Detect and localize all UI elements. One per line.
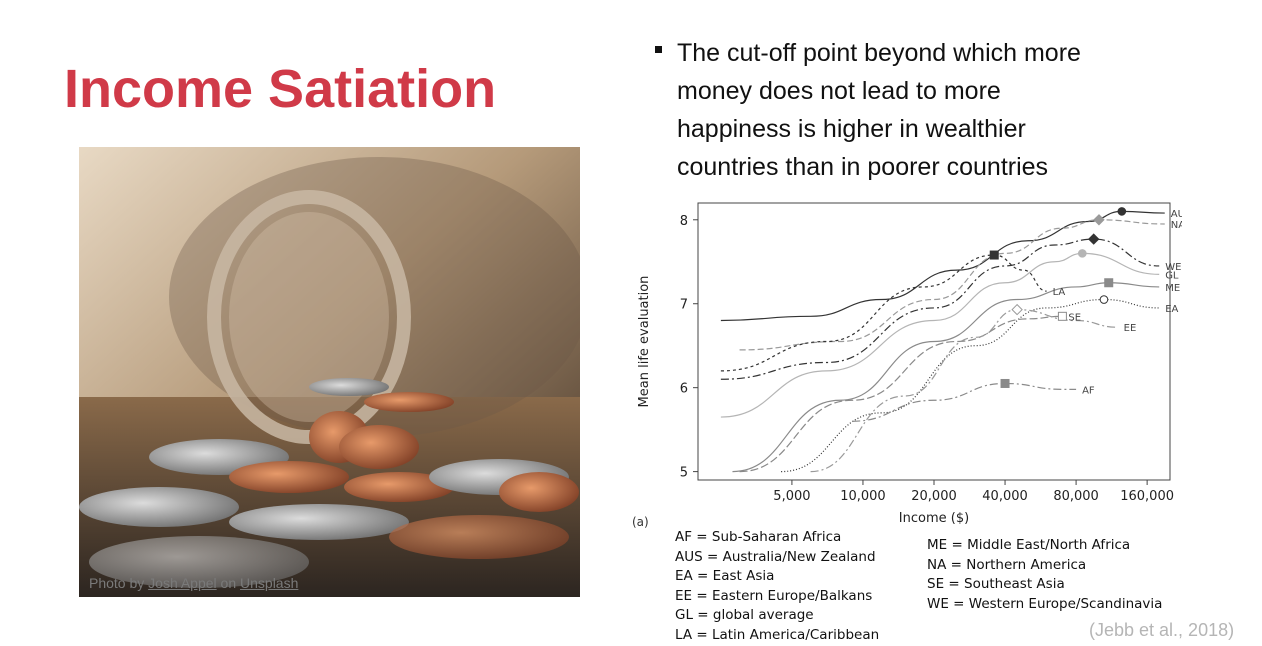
- x-tick-label: 80,000: [1053, 489, 1099, 504]
- legend-right: ME = Middle East/North Africa NA = North…: [927, 536, 1162, 614]
- y-axis-label: Mean life evaluation: [637, 276, 652, 408]
- series-label-af: AF: [1082, 385, 1095, 396]
- legend-item: EA = East Asia: [675, 568, 775, 584]
- series-line-aus: [720, 210, 1165, 322]
- satiation-point-me: [1104, 278, 1114, 288]
- coin-jar-photo: Photo by Josh Appel on Unsplash: [79, 147, 580, 597]
- credit-site-link[interactable]: Unsplash: [240, 575, 299, 591]
- x-tick-label: 10,000: [840, 489, 886, 504]
- coin-jar-image: [79, 147, 580, 597]
- photo-credit: Photo by Josh Appel on Unsplash: [89, 575, 298, 591]
- bullet-text: The cut-off point beyond which more mone…: [677, 39, 1081, 181]
- credit-author-link[interactable]: Josh Appel: [148, 575, 217, 591]
- legend-item: GL = global average: [675, 607, 814, 623]
- series-line-se: [739, 315, 1063, 473]
- satiation-point-se: [1057, 311, 1067, 321]
- satiation-point-ee: [1011, 303, 1023, 316]
- series-label-se: SE: [1068, 312, 1081, 323]
- income-chart: 5,000 10,000 20,000 40,000 80,000 160,000 5 6 7 8…: [630, 195, 1191, 535]
- series-label-aus: AUS: [1171, 209, 1182, 220]
- legend-item: SE = Southeast Asia: [927, 576, 1065, 592]
- satiation-point-gl: [1077, 249, 1087, 258]
- y-tick-label: 5: [680, 466, 688, 481]
- legend-item: ME = Middle East/North Africa: [927, 537, 1131, 553]
- satiation-point-we: [1087, 233, 1100, 245]
- series-label-gl: GL: [1165, 270, 1179, 281]
- series-line-la: [720, 254, 1047, 372]
- satiation-point-af: [1000, 378, 1010, 388]
- legend-item: NA = Northern America: [927, 556, 1087, 573]
- bullet-square-icon: [655, 46, 662, 53]
- legend-item: EE = Eastern Europe/Balkans: [675, 587, 873, 604]
- x-tick-label: 160,000: [1120, 489, 1174, 504]
- series-line-we: [720, 238, 1160, 380]
- series-label-ee: EE: [1124, 323, 1137, 334]
- x-tick-label: 40,000: [982, 489, 1028, 504]
- legend-item: LA = Latin America/Caribbean: [675, 626, 880, 643]
- series-line-ee: [810, 309, 1118, 473]
- series-line-me: [732, 282, 1160, 473]
- satiation-point-aus: [1117, 207, 1127, 216]
- y-tick-label: 7: [680, 298, 688, 313]
- series-label-na: NA: [1171, 220, 1182, 231]
- satiation-point-ea: [1099, 295, 1109, 304]
- legend-item: WE = Western Europe/Scandinavia: [927, 595, 1163, 612]
- legend-left: AF = Sub-Saharan Africa AUS = Australia/…: [675, 528, 879, 645]
- citation: (Jebb et al., 2018): [1089, 620, 1235, 640]
- satiation-point-na: [1093, 214, 1105, 226]
- legend-item: AF = Sub-Saharan Africa: [675, 529, 842, 545]
- x-tick-label: 20,000: [911, 489, 957, 504]
- credit-mid: on: [216, 575, 241, 591]
- series-label-la: LA: [1053, 287, 1066, 298]
- series-label-me: ME: [1165, 283, 1180, 294]
- series-label-ea: EA: [1165, 304, 1178, 315]
- panel-label: (a): [632, 515, 649, 529]
- x-tick-label: 5,000: [773, 489, 810, 504]
- slide-title: Income Satiation: [64, 59, 497, 119]
- legend-item: AUS = Australia/New Zealand: [675, 548, 876, 565]
- credit-prefix: Photo by: [89, 575, 149, 591]
- x-axis-label: Income ($): [899, 511, 969, 526]
- y-tick-label: 6: [680, 382, 688, 397]
- series-line-af: [852, 382, 1077, 422]
- series-label-we: WE: [1165, 262, 1181, 273]
- satiation-point-la: [989, 250, 999, 260]
- y-tick-label: 8: [680, 214, 688, 229]
- bullet-point: The cut-off point beyond which more mone…: [655, 34, 1115, 186]
- chart-svg: 5,000 10,000 20,000 40,000 80,000 160,000 5 6 7 8…: [637, 202, 1191, 526]
